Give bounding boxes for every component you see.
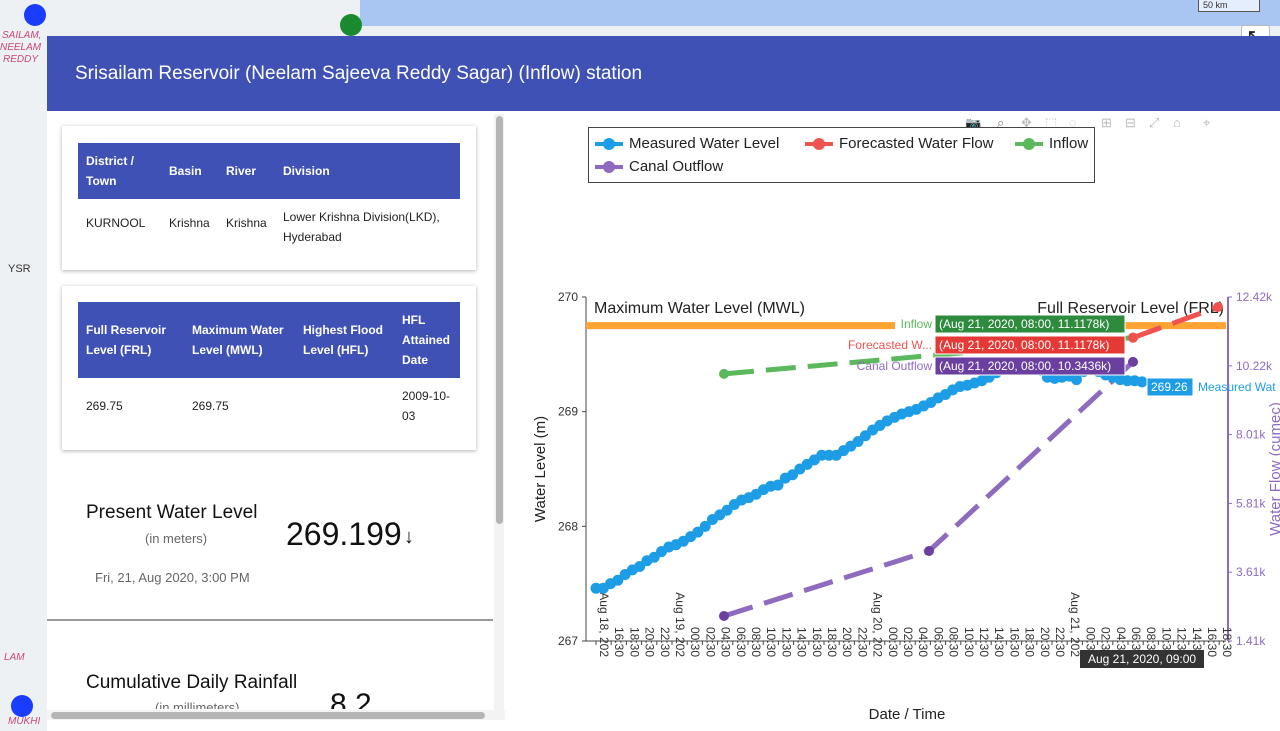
legend-item-measured[interactable]: Measured Water Level (595, 135, 779, 152)
present-level-unit: (in meters) (145, 531, 208, 546)
chart-legend: Measured Water Level Forecasted Water Fl… (588, 127, 1095, 183)
table-header: Maximum Water Level (MWL) (184, 302, 295, 378)
section-divider (47, 619, 493, 621)
lasso-select-icon[interactable]: ◌ (1069, 115, 1077, 130)
present-level-date: Fri, 21, Aug 2020, 3:00 PM (95, 570, 250, 585)
rainfall-value: 8.2 (330, 688, 372, 709)
legend-label: Measured Water Level (629, 135, 780, 152)
rainfall-title: Cumulative Daily Rainfall (86, 672, 298, 693)
zoom-icon[interactable]: ⌕ (997, 115, 1005, 130)
vertical-scrollbar[interactable] (494, 114, 504, 712)
map-scale: 50 km (1198, 0, 1260, 12)
scroll-thumb[interactable] (51, 712, 485, 719)
table-header: Highest Flood Level (HFL) (295, 302, 394, 378)
rainfall-unit: (in millimeters) (155, 700, 240, 709)
table-header: Full Reservoir Level (FRL) (78, 302, 184, 378)
scroll-thumb[interactable] (496, 116, 503, 524)
table-header: HFL Attained Date (394, 302, 460, 378)
spike-lines-icon[interactable]: ⌖ (1203, 115, 1211, 130)
zoom-in-icon[interactable]: ⊞ (1101, 115, 1112, 130)
pan-icon[interactable]: ✥ (1021, 115, 1032, 130)
legend-label: Forecasted Water Flow (839, 135, 994, 152)
modal-header: Srisailam Reservoir (Neelam Sajeeva Redd… (47, 36, 1280, 111)
legend-label: Inflow (1049, 135, 1089, 152)
autoscale-icon[interactable]: ⤢ (1149, 115, 1160, 130)
map-label: MUKHI (8, 716, 41, 727)
present-level-value: 269.199 (286, 516, 402, 552)
legend-swatch (595, 137, 623, 150)
legend-item-inflow[interactable]: Inflow (1015, 135, 1088, 152)
station-info-table: District / Town Basin River Division KUR… (78, 143, 460, 247)
reservoir-levels-card: Full Reservoir Level (FRL) Maximum Water… (62, 286, 476, 450)
station-marker[interactable] (11, 695, 33, 717)
map-label: SAILAM, (2, 30, 42, 41)
legend-swatch (805, 137, 833, 150)
horizontal-scrollbar[interactable] (47, 710, 505, 720)
legend-swatch (1015, 137, 1043, 150)
home-icon[interactable]: ⌂ (1173, 115, 1181, 130)
table-header: Division (275, 143, 460, 199)
legend-label: Canal Outflow (629, 158, 724, 175)
box-select-icon[interactable]: ⬚ (1045, 115, 1058, 130)
map-water-body (360, 0, 1280, 26)
zoom-out-icon[interactable]: ⊟ (1125, 115, 1136, 130)
table-cell: 269.75 (192, 399, 229, 413)
legend-swatch (595, 160, 623, 173)
table-cell: 2009-10-03 (402, 389, 451, 423)
legend-item-canal[interactable]: Canal Outflow (595, 158, 723, 175)
table-cell (295, 386, 394, 426)
table-cell: Krishna (169, 216, 210, 230)
present-level-title: Present Water Level (86, 502, 258, 523)
table-cell: Krishna (226, 216, 267, 230)
legend-item-forecasted[interactable]: Forecasted Water Flow (805, 135, 994, 152)
table-cell: Lower Krishna Division(LKD), Hyderabad (283, 210, 440, 244)
station-details-panel[interactable]: District / Town Basin River Division KUR… (47, 111, 505, 709)
map-label: REDDY (3, 54, 39, 65)
table-header: Basin (161, 143, 218, 199)
map-label: LAM (4, 652, 25, 663)
table-cell: KURNOOL (86, 216, 146, 230)
table-header: River (218, 143, 275, 199)
table-cell: 269.75 (86, 399, 123, 413)
reservoir-levels-table: Full Reservoir Level (FRL) Maximum Water… (78, 302, 460, 426)
trend-down-icon: ↓ (404, 526, 414, 548)
station-marker[interactable] (24, 4, 46, 26)
station-info-card: District / Town Basin River Division KUR… (62, 126, 476, 270)
station-marker[interactable] (340, 14, 362, 36)
map-label: NEELAM (0, 42, 42, 53)
map-label: YSR (8, 263, 31, 275)
modal-title: Srisailam Reservoir (Neelam Sajeeva Redd… (75, 62, 643, 84)
table-header: District / Town (78, 143, 161, 199)
